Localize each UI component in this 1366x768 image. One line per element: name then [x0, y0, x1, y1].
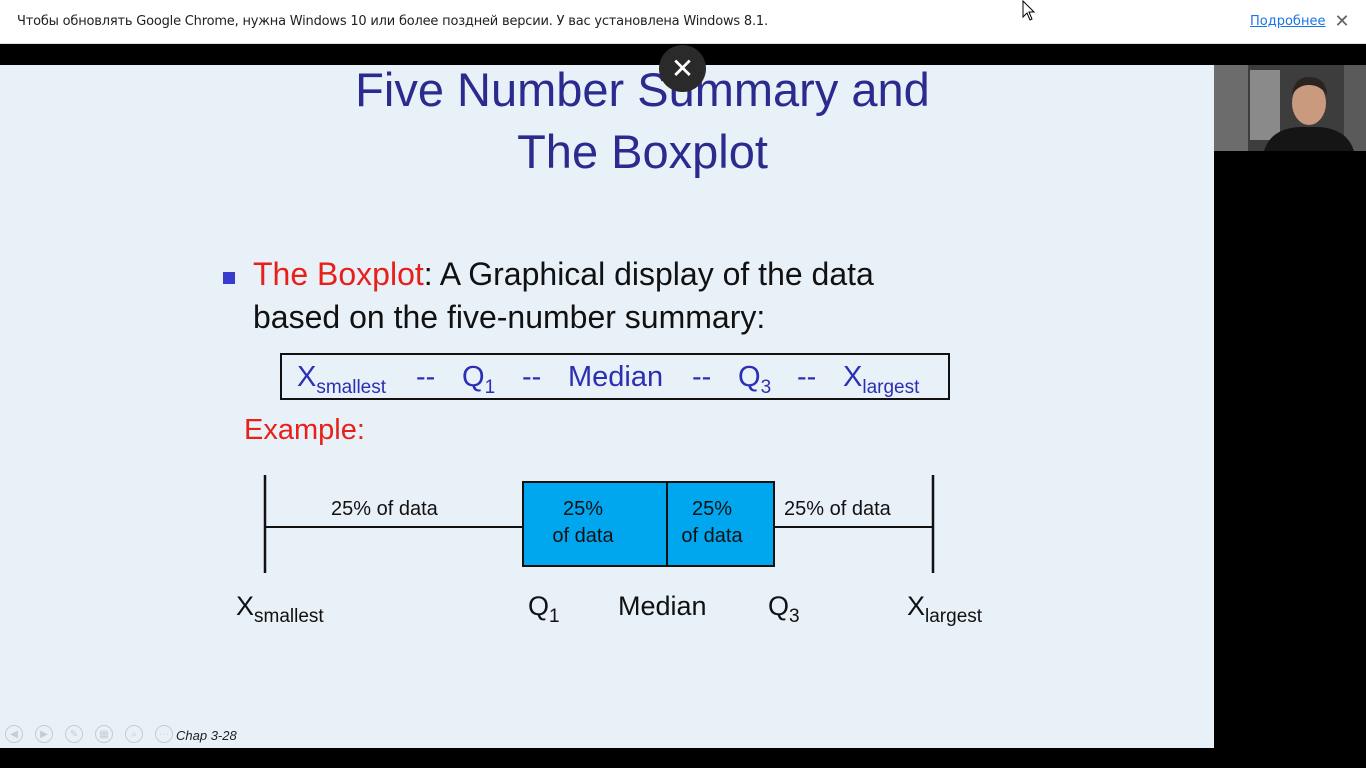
infobar-close-icon[interactable]: ✕ [1334, 11, 1350, 31]
learn-more-link[interactable]: Подробнее [1250, 14, 1326, 29]
axis-x-smallest: Xsmallest [236, 591, 324, 627]
bullet-square-icon [223, 272, 235, 284]
more-icon[interactable]: ⋯ [155, 725, 173, 743]
bullet-line1-rest: : A Graphical display of the data [423, 256, 874, 292]
summary-x-smallest: Xsmallest [297, 361, 387, 398]
slides-icon[interactable]: ▦ [95, 725, 113, 743]
axis-x-largest: Xlargest [907, 591, 983, 627]
right-whisker-label: 25% of data [784, 498, 891, 520]
bottom-bar [0, 748, 1366, 768]
webcam-video [1214, 65, 1366, 151]
axis-q1: Q1 [528, 591, 560, 627]
prev-icon[interactable]: ◀ [5, 725, 23, 743]
summary-median: Median [568, 361, 664, 393]
box-left-label: 25% of data [552, 498, 614, 547]
slide-title-line2: The Boxplot [517, 125, 768, 178]
update-infobar: Чтобы обновлять Google Chrome, нужна Win… [0, 0, 1366, 44]
bullet-line1: The Boxplot: A Graphical display of the … [253, 254, 874, 294]
summary-dash-2: -- [522, 361, 542, 393]
boxplot-term: The Boxplot [253, 256, 424, 292]
boxplot-box [522, 481, 775, 567]
five-number-summary-box [280, 353, 950, 400]
next-icon[interactable]: ▶ [35, 725, 53, 743]
pen-icon[interactable]: ✎ [65, 725, 83, 743]
presentation-slide [0, 65, 1214, 748]
bullet-line2: based on the five-number summary: [253, 299, 766, 335]
overlay-close-icon[interactable]: ✕ [659, 45, 706, 92]
slide-title-line1: Five Number Summary and [355, 63, 930, 116]
axis-median: Median [618, 591, 707, 621]
summary-q3: Q3 [738, 361, 772, 398]
summary-dash-1: -- [416, 361, 436, 393]
box-right-label: 25% of data [681, 498, 743, 547]
example-label: Example: [244, 414, 365, 446]
infobar-message: Чтобы обновлять Google Chrome, нужна Win… [17, 14, 768, 29]
left-whisker-label: 25% of data [331, 498, 438, 520]
axis-q3: Q3 [768, 591, 800, 627]
summary-dash-4: -- [797, 361, 817, 393]
boxplot-diagram [263, 475, 935, 573]
summary-q1: Q1 [462, 361, 496, 398]
summary-x-largest: Xlargest [843, 361, 920, 398]
summary-dash-3: -- [692, 361, 712, 393]
zoom-icon[interactable]: ⌕ [125, 725, 143, 743]
slide-footer: Chap 3-28 [176, 728, 237, 743]
mouse-cursor-icon [1022, 0, 1036, 21]
